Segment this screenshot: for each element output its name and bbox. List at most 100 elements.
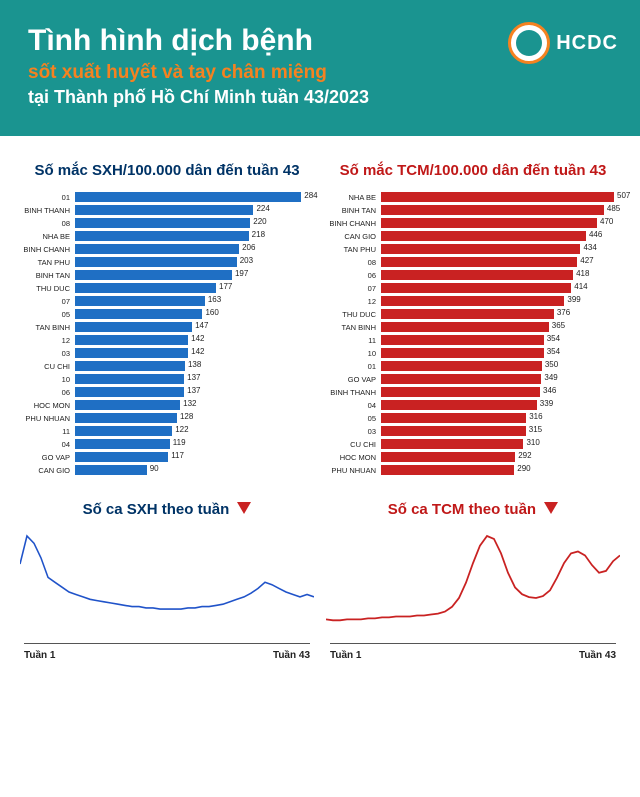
bar-track: 290 (381, 465, 620, 475)
bar-fill (75, 296, 205, 306)
bar-track: 137 (75, 374, 314, 384)
bar-track: 177 (75, 283, 314, 293)
bar-row: THU DUC 177 (20, 282, 314, 295)
bar-fill (381, 387, 540, 397)
down-triangle-icon (237, 501, 251, 518)
bar-category: BINH CHANH (326, 219, 381, 228)
bar-category: 06 (20, 388, 75, 397)
tcm-x-start: Tuần 1 (330, 650, 361, 661)
bar-category: CU CHI (20, 362, 75, 371)
bar-value: 137 (184, 373, 200, 382)
bar-category: TAN PHU (20, 258, 75, 267)
bar-fill (381, 361, 542, 371)
bar-track: 485 (381, 205, 620, 215)
bar-row: BINH THANH224 (20, 204, 314, 217)
bar-fill (381, 348, 544, 358)
bar-value: 339 (537, 399, 553, 408)
bar-track: 218 (75, 231, 314, 241)
spark-path (20, 536, 314, 609)
bar-value: 446 (586, 230, 602, 239)
bar-row: 06418 (326, 269, 620, 282)
bar-row: BINH THANH346 (326, 386, 620, 399)
bar-track: 292 (381, 452, 620, 462)
bar-fill (381, 231, 586, 241)
bar-track: 399 (381, 296, 620, 306)
bar-value: 203 (237, 256, 253, 265)
bar-value: 507 (614, 191, 630, 200)
bar-category: THU DUC (20, 284, 75, 293)
bar-value: 220 (250, 217, 266, 226)
bar-category: TAN BINH (326, 323, 381, 332)
bar-track: 122 (75, 426, 314, 436)
bar-track: 354 (381, 348, 620, 358)
bar-category: BINH CHANH (20, 245, 75, 254)
bar-fill (75, 426, 172, 436)
sxh-x-axis: Tuần 1 Tuần 43 (24, 643, 310, 661)
logo-badge (508, 22, 550, 64)
bar-track: 119 (75, 439, 314, 449)
bar-row: 06 137 (20, 386, 314, 399)
tcm-bar-chart: Số mắc TCM/100.000 dân đến tuần 43 NHA B… (326, 162, 620, 477)
bar-fill (381, 439, 523, 449)
bar-value: 284 (301, 191, 317, 200)
bar-fill (381, 465, 514, 475)
bar-track: 138 (75, 361, 314, 371)
bar-track: 446 (381, 231, 620, 241)
bar-value: 346 (540, 386, 556, 395)
bar-row: 08 220 (20, 217, 314, 230)
bar-row: 11122 (20, 425, 314, 438)
bar-value: 119 (170, 438, 186, 447)
bar-fill (75, 244, 239, 254)
bar-row: GO VAP117 (20, 451, 314, 464)
bar-value: 132 (180, 399, 196, 408)
bar-row: 01284 (20, 191, 314, 204)
bar-category: 11 (326, 336, 381, 345)
bar-category: BINH TAN (326, 206, 381, 215)
bar-track: 365 (381, 322, 620, 332)
bar-track: 350 (381, 361, 620, 371)
bar-row: 03315 (326, 425, 620, 438)
bar-category: 01 (326, 362, 381, 371)
bar-fill (381, 309, 554, 319)
bar-fill (75, 361, 185, 371)
bar-track: 427 (381, 257, 620, 267)
bar-track: 203 (75, 257, 314, 267)
bar-row: CU CHI138 (20, 360, 314, 373)
bar-category: NHA BE (20, 232, 75, 241)
bar-value: 218 (249, 230, 265, 239)
bar-value: 485 (604, 204, 620, 213)
bar-row: HOC MON132 (20, 399, 314, 412)
bar-track: 354 (381, 335, 620, 345)
bar-value: 177 (216, 282, 232, 291)
bar-category: 07 (326, 284, 381, 293)
bar-value: 206 (239, 243, 255, 252)
bar-category: 03 (20, 349, 75, 358)
bar-track: 315 (381, 426, 620, 436)
bar-fill (381, 257, 577, 267)
bar-fill (381, 205, 604, 215)
bar-value: 316 (526, 412, 542, 421)
bar-row: THU DUC376 (326, 308, 620, 321)
bar-row: 07414 (326, 282, 620, 295)
bar-value: 418 (573, 269, 589, 278)
bar-value: 290 (514, 464, 530, 473)
bar-category: 05 (20, 310, 75, 319)
bar-category: CAN GIO (20, 466, 75, 475)
bar-value: 470 (597, 217, 613, 226)
bar-track: 137 (75, 387, 314, 397)
bar-value: 137 (184, 386, 200, 395)
spark-path (326, 536, 620, 620)
bar-row: 12142 (20, 334, 314, 347)
bar-track: 346 (381, 387, 620, 397)
bar-track: 90 (75, 465, 314, 475)
bar-track: 206 (75, 244, 314, 254)
down-triangle-icon (544, 501, 558, 518)
bar-track: 470 (381, 218, 620, 228)
bar-category: 08 (20, 219, 75, 228)
bar-category: 07 (20, 297, 75, 306)
bar-category: THU DUC (326, 310, 381, 319)
sxh-line-chart: Số ca SXH theo tuần Tuần 1 Tuần 43 (20, 501, 314, 661)
bar-track: 132 (75, 400, 314, 410)
bar-value: 310 (523, 438, 539, 447)
bar-fill (381, 283, 571, 293)
